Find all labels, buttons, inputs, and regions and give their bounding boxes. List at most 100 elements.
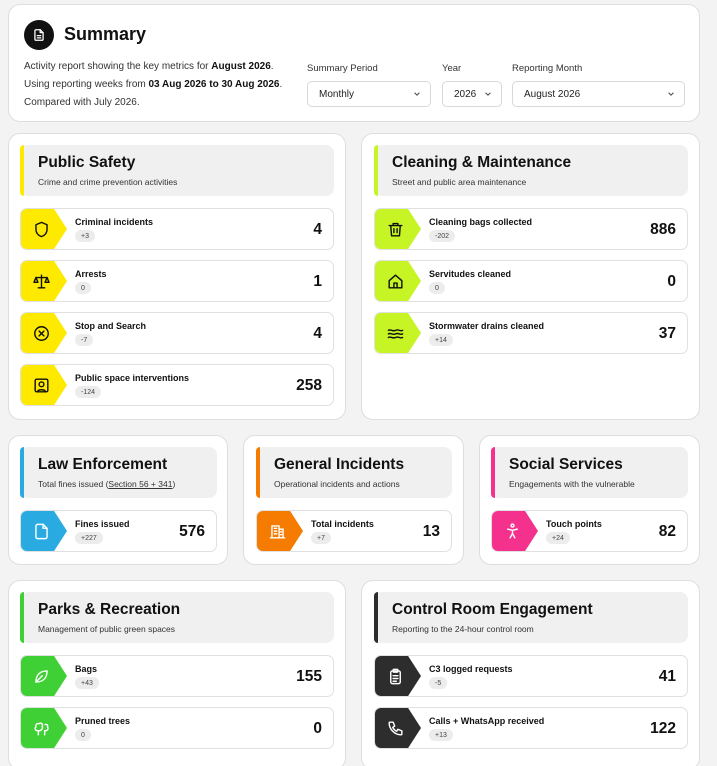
summary-period-select[interactable]: Monthly — [307, 81, 431, 107]
metric-row: Stop and Search -7 4 — [20, 312, 334, 354]
metric-icon-badge — [21, 209, 67, 249]
metric-row: Public space interventions -124 258 — [20, 364, 334, 406]
section-title: Control Room Engagement — [392, 601, 593, 618]
metric-row: Calls + WhatsApp received +13 122 — [374, 707, 688, 749]
metric-label: Total incidents — [311, 519, 374, 529]
metric-delta-badge: 0 — [429, 282, 445, 294]
section-accent-bar — [20, 145, 24, 196]
metric-row: Pruned trees 0 0 — [20, 707, 334, 749]
metric-row: Cleaning bags collected -202 886 — [374, 208, 688, 250]
year-select[interactable]: 2026 — [442, 81, 502, 107]
file-icon — [34, 523, 48, 539]
metric-icon-badge — [375, 656, 421, 696]
metric-label: C3 logged requests — [429, 664, 513, 674]
building-icon — [269, 524, 285, 539]
person-icon — [506, 522, 518, 539]
metric-icon-badge — [492, 511, 538, 551]
chevron-down-icon — [485, 92, 491, 96]
summary-period-value: Monthly — [319, 88, 355, 100]
metric-value: 4 — [313, 221, 322, 238]
section-header: General Incidents Operational incidents a… — [256, 447, 452, 498]
metric-label: Bags — [75, 664, 98, 674]
metric-delta-badge: -124 — [75, 386, 102, 398]
metric-row: Total incidents +7 13 — [256, 510, 452, 552]
section-title: Cleaning & Maintenance — [392, 154, 572, 171]
section-header: Public Safety Crime and crime prevention … — [20, 145, 334, 196]
metric-value: 41 — [658, 668, 676, 685]
section-accent-bar — [20, 447, 24, 498]
metric-label: Touch points — [546, 519, 602, 529]
section-subtitle: Reporting to the 24-hour control room — [392, 624, 534, 634]
metric-delta-badge: -202 — [429, 230, 456, 242]
metric-row: Criminal incidents +3 4 — [20, 208, 334, 250]
metric-value: 886 — [650, 221, 676, 238]
metric-value: 13 — [422, 523, 440, 540]
section-subtitle: Engagements with the vulnerable — [509, 479, 635, 489]
section-subtitle: Crime and crime prevention activities — [38, 177, 178, 187]
section-accent-bar — [374, 145, 378, 196]
public-safety-card: Public Safety Crime and crime prevention … — [8, 133, 346, 420]
clipboard-icon — [389, 668, 401, 684]
metric-label: Pruned trees — [75, 716, 131, 726]
metric-icon-badge — [21, 313, 67, 353]
user-square-icon — [33, 377, 49, 393]
metric-label: Cleaning bags collected — [429, 217, 533, 227]
page-title: Summary — [64, 24, 147, 44]
parks-recreation-card: Parks & Recreation Management of public g… — [8, 580, 346, 766]
section-subtitle: Street and public area maintenance — [392, 177, 527, 187]
year-label: Year — [442, 63, 462, 74]
shield-icon — [34, 221, 48, 237]
metric-delta-badge: -7 — [75, 334, 94, 346]
document-icon — [24, 20, 54, 50]
metric-icon-badge — [21, 656, 67, 696]
metric-label: Public space interventions — [75, 373, 190, 383]
reporting-month-select[interactable]: August 2026 — [512, 81, 685, 107]
metric-delta-badge: +14 — [429, 334, 453, 346]
metric-delta-badge: +227 — [75, 532, 103, 544]
social-services-card: Social Services Engagements with the vuln… — [479, 435, 700, 565]
section-link[interactable]: Section 56 + 341 — [108, 479, 173, 489]
metric-label: Servitudes cleaned — [429, 269, 512, 279]
trash-icon — [387, 222, 403, 237]
waves-icon — [387, 328, 403, 339]
metric-delta-badge: +7 — [311, 532, 331, 544]
metric-icon-badge — [21, 708, 67, 748]
metric-row: Bags +43 155 — [20, 655, 334, 697]
section-subtitle: Total fines issued (Section 56 + 341) — [38, 479, 176, 489]
reporting-month-value: August 2026 — [524, 88, 581, 100]
circle-x-icon — [33, 325, 49, 341]
chevron-down-icon — [414, 92, 420, 96]
section-header: Control Room Engagement Reporting to the … — [374, 592, 688, 643]
home-icon — [387, 273, 403, 289]
section-title: Parks & Recreation — [38, 601, 181, 618]
metric-value: 82 — [658, 523, 676, 540]
metric-value: 122 — [650, 720, 676, 737]
summary-period-label: Summary Period — [307, 63, 378, 74]
section-accent-bar — [256, 447, 260, 498]
metric-value: 0 — [667, 273, 676, 290]
summary-card: Summary Activity report showing the key … — [8, 4, 700, 122]
metric-icon-badge — [21, 261, 67, 301]
section-accent-bar — [491, 447, 495, 498]
metric-delta-badge: 0 — [75, 729, 91, 741]
metric-value: 576 — [179, 523, 205, 540]
metric-icon-badge — [375, 209, 421, 249]
section-accent-bar — [20, 592, 24, 643]
chevron-down-icon — [668, 92, 674, 96]
phone-icon — [387, 720, 403, 736]
metric-delta-badge: +43 — [75, 677, 99, 689]
trees-icon — [33, 721, 49, 736]
metric-value: 0 — [313, 720, 322, 737]
metric-row: Stormwater drains cleaned +14 37 — [374, 312, 688, 354]
metric-row: Arrests 0 1 — [20, 260, 334, 302]
general-incidents-card: General Incidents Operational incidents a… — [243, 435, 464, 565]
section-subtitle: Management of public green spaces — [38, 624, 176, 634]
metric-icon-badge — [21, 365, 67, 405]
section-header: Law Enforcement Total fines issued (Secti… — [20, 447, 217, 498]
metric-icon-badge — [375, 261, 421, 301]
year-value: 2026 — [454, 88, 477, 100]
metric-delta-badge: +24 — [546, 532, 570, 544]
control-room-card: Control Room Engagement Reporting to the … — [361, 580, 700, 766]
section-header: Social Services Engagements with the vuln… — [491, 447, 688, 498]
metric-delta-badge: +3 — [75, 230, 95, 242]
